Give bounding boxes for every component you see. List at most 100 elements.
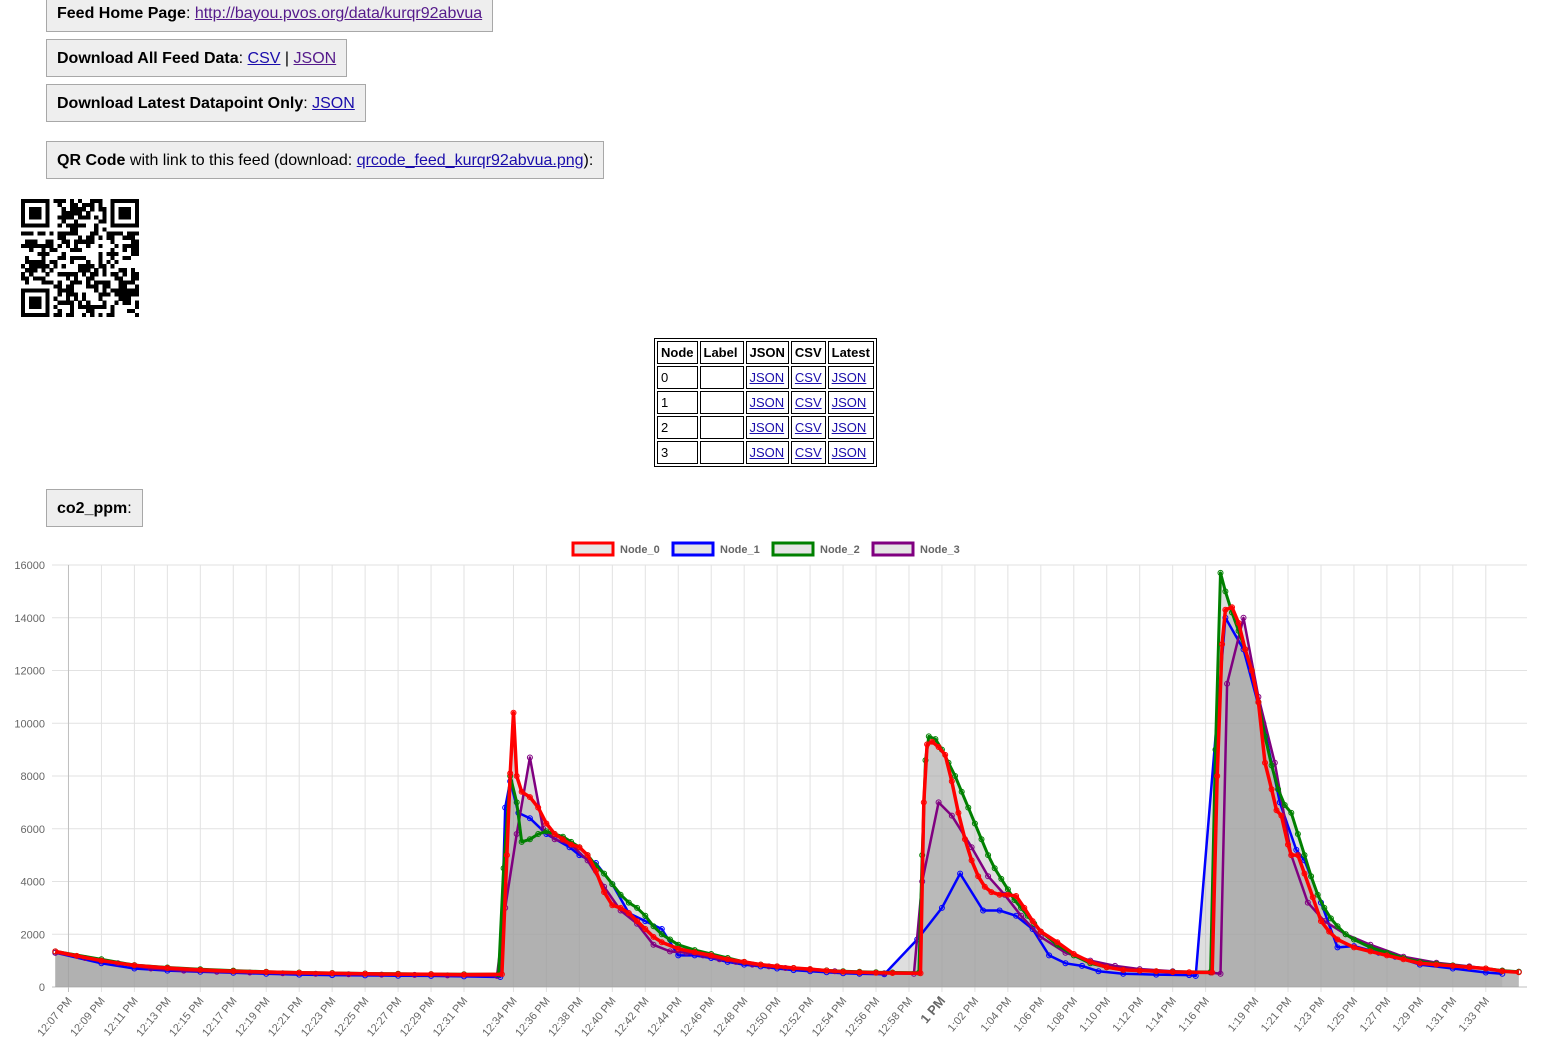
qr-module — [37, 223, 42, 228]
qr-module — [41, 280, 46, 285]
qr-module — [118, 223, 123, 228]
qr-module — [90, 284, 95, 289]
x-tick-label: 1:23 PM — [1292, 995, 1328, 1034]
qr-module — [77, 264, 83, 269]
qr-module — [25, 255, 30, 261]
qr-module — [45, 199, 50, 204]
qr-module — [25, 268, 30, 273]
node-latest-link[interactable]: JSON — [831, 370, 867, 385]
qr-module — [57, 300, 62, 305]
node-json-link[interactable]: JSON — [749, 370, 785, 385]
data-point — [957, 870, 964, 877]
qr-module — [25, 231, 30, 236]
download-all-json-link[interactable]: JSON — [293, 50, 337, 67]
node-json-link[interactable]: JSON — [749, 395, 785, 410]
feed-home-link[interactable]: http://bayou.pvos.org/data/kurqr92abvua — [194, 5, 483, 22]
qr-code-download-link[interactable]: qrcode_feed_kurqr92abvua.png — [356, 152, 584, 169]
qr-module — [33, 288, 38, 293]
qr-module — [65, 300, 70, 305]
qr-module — [90, 272, 95, 277]
qr-module — [98, 251, 103, 257]
qr-module — [94, 268, 99, 273]
data-point — [1235, 620, 1242, 626]
qr-module — [126, 296, 131, 301]
qr-module — [130, 239, 136, 244]
qr-module — [49, 243, 54, 248]
qr-module — [61, 199, 66, 204]
qr-module — [21, 223, 26, 228]
download-all-csv-link[interactable]: CSV — [247, 50, 281, 67]
data-point — [1095, 968, 1102, 975]
qr-module — [86, 243, 91, 248]
qr-module — [134, 288, 139, 293]
qr-module — [37, 199, 42, 204]
data-point — [917, 970, 924, 977]
node-json-link[interactable]: JSON — [749, 445, 785, 460]
qr-module — [49, 260, 54, 265]
data-point — [1224, 680, 1231, 687]
legend-item-node_0: Node_0 — [571, 541, 660, 557]
qr-module — [90, 276, 95, 281]
data-point — [985, 852, 992, 859]
qr-module — [73, 231, 79, 236]
qr-module — [41, 276, 46, 281]
qr-module — [86, 264, 91, 269]
data-point — [981, 883, 988, 890]
data-point — [1013, 893, 1020, 899]
data-point — [955, 809, 962, 816]
data-point — [634, 918, 641, 925]
qr-module — [33, 207, 38, 212]
qr-module — [69, 199, 74, 204]
qr-module — [73, 227, 79, 232]
data-point — [642, 912, 649, 919]
data-point — [1278, 812, 1285, 819]
qr-module — [94, 223, 99, 228]
download-latest-json-link[interactable]: JSON — [312, 95, 355, 112]
qr-module — [57, 199, 62, 204]
y-tick-label: 10000 — [14, 718, 45, 730]
qr-module — [118, 284, 123, 289]
data-point — [498, 971, 505, 978]
qr-module — [114, 243, 119, 248]
node-latest-link[interactable]: JSON — [831, 395, 867, 410]
qr-module — [134, 243, 139, 248]
qr-code-label: QR Code — [57, 152, 126, 169]
qr-module — [122, 288, 127, 293]
qr-module — [110, 203, 115, 208]
qr-module — [45, 243, 50, 248]
qr-module — [41, 223, 46, 228]
qr-module — [45, 207, 50, 212]
qr-module — [69, 292, 74, 297]
co2-chart: 0 2000 4000 6000 8000 10000 12000 14000 16000 12:… — [14, 541, 1527, 1039]
qr-module — [102, 284, 107, 289]
qr-module — [98, 203, 103, 208]
node-csv-link[interactable]: CSV — [794, 395, 822, 410]
qr-module — [45, 223, 50, 228]
qr-module — [73, 211, 79, 216]
node-csv-link[interactable]: CSV — [794, 370, 822, 385]
qr-module — [134, 292, 139, 297]
qr-module — [45, 272, 50, 277]
node-json-link[interactable]: JSON — [749, 420, 785, 435]
qr-module — [37, 243, 42, 248]
data-point — [513, 799, 520, 806]
x-tick-label: 1 PM — [917, 993, 948, 1026]
qr-module — [33, 223, 38, 228]
data-point — [1079, 962, 1085, 969]
qr-module — [45, 300, 50, 305]
qr-module — [29, 288, 34, 293]
qr-module — [29, 312, 34, 317]
qr-module — [118, 199, 123, 204]
qr-module — [130, 231, 136, 236]
qr-module — [57, 284, 62, 289]
node-latest-link[interactable]: JSON — [831, 445, 867, 460]
node-latest-link[interactable]: JSON — [831, 420, 867, 435]
qr-module — [69, 288, 74, 293]
data-point — [1327, 915, 1334, 922]
qr-module — [86, 260, 91, 265]
node-id: 2 — [657, 416, 698, 439]
node-csv-link[interactable]: CSV — [794, 420, 822, 435]
qr-module — [126, 300, 131, 305]
data-point — [1120, 966, 1127, 973]
node-csv-link[interactable]: CSV — [794, 445, 822, 460]
